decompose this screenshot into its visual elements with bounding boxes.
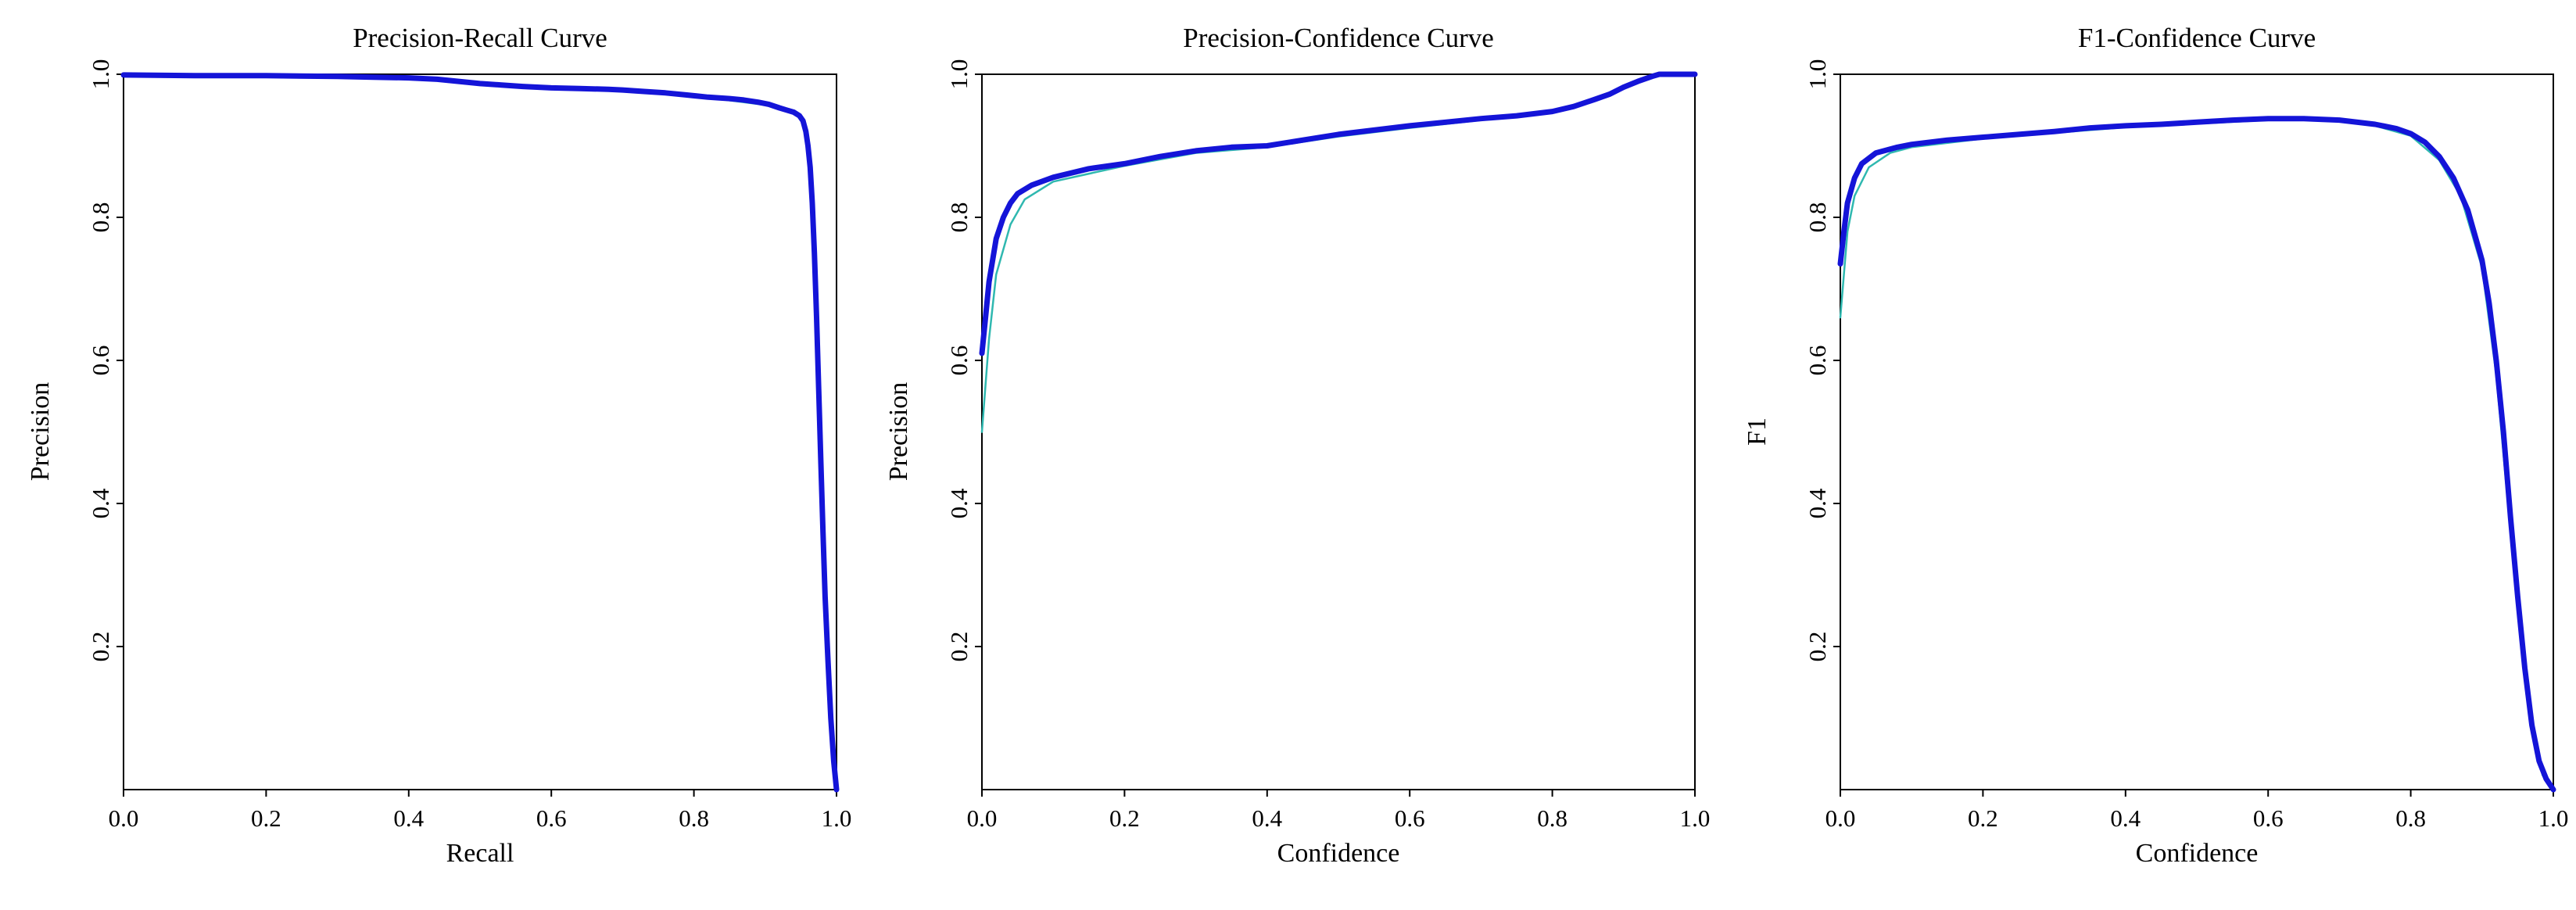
precision-confidence-plot-svg: 0.0 0.2 0.4 0.6 0.8 1.0 0.2 0.4 0.6 0.8 1.0	[945, 59, 1711, 832]
y-axis-label: Precision	[26, 382, 55, 482]
chart-title: F1-Confidence Curve	[2077, 23, 2316, 53]
chart-title: Precision-Recall Curve	[353, 23, 607, 53]
x-tick-label: 0.2	[1968, 804, 1998, 832]
x-tick-label: 0.2	[1109, 804, 1140, 832]
y-tick-label: 0.2	[1804, 632, 1831, 662]
series-line-all-classes	[120, 72, 840, 793]
x-tick-label: 0.2	[251, 804, 281, 832]
x-axis-label: Recall	[446, 839, 514, 868]
x-tick-label: 0.0	[967, 804, 998, 832]
f1-confidence-plot-svg: 0.0 0.2 0.4 0.6 0.8 1.0 0.2 0.4 0.6 0.8 1.0	[1804, 59, 2569, 832]
plot-border	[981, 73, 1696, 790]
precision-recall-plot-svg: 0.0 0.2 0.4 0.6 0.8 1.0 0.2 0.4 0.6 0.8 1.0	[87, 59, 852, 832]
x-tick-label: 0.6	[536, 804, 567, 832]
y-tick-label: 0.2	[87, 632, 114, 662]
chart-f1-confidence: 0.0 0.2 0.4 0.6 0.8 1.0 0.2 0.4 0.6 0.8 1.0 F1-Con…	[1717, 0, 2575, 910]
y-tick-label: 0.6	[945, 346, 973, 376]
y-tick-label: 0.4	[1804, 488, 1831, 518]
y-tick-label: 0.8	[1804, 202, 1831, 233]
x-tick-label: 0.0	[109, 804, 139, 832]
x-tick-label: 0.4	[1252, 804, 1282, 832]
y-tick-label: 1.0	[87, 59, 114, 90]
series-line-per-class	[122, 73, 838, 791]
x-tick-label: 1.0	[1680, 804, 1711, 832]
x-tick-label: 0.6	[1395, 804, 1425, 832]
y-tick-label: 0.8	[87, 202, 114, 233]
x-tick-label: 1.0	[2538, 804, 2569, 832]
plot-border	[123, 73, 837, 790]
y-tick-label: 1.0	[945, 59, 973, 90]
x-tick-label: 0.6	[2253, 804, 2284, 832]
chart-title: Precision-Confidence Curve	[1183, 23, 1494, 53]
x-tick-label: 0.8	[2395, 804, 2426, 832]
y-tick-label: 0.2	[945, 632, 973, 662]
x-tick-label: 0.4	[2110, 804, 2141, 832]
plot-border	[1840, 73, 2554, 790]
y-tick-label: 0.4	[87, 488, 114, 518]
x-tick-label: 0.0	[1825, 804, 1856, 832]
y-tick-label: 0.4	[945, 488, 973, 518]
chart-precision-confidence: 0.0 0.2 0.4 0.6 0.8 1.0 0.2 0.4 0.6 0.8 1.0 Precis…	[858, 0, 1717, 910]
series-line-per-class	[1839, 118, 2555, 791]
series-line-all-classes	[979, 71, 1698, 356]
x-axis-label: Confidence	[1277, 839, 1400, 868]
y-tick-label: 0.6	[87, 346, 114, 376]
y-axis-label: Precision	[884, 382, 913, 482]
y-tick-label: 0.8	[945, 202, 973, 233]
y-tick-label: 0.6	[1804, 346, 1831, 376]
series-line-all-classes	[1837, 116, 2556, 793]
series-line-per-class	[980, 73, 1696, 433]
chart-precision-recall: 0.0 0.2 0.4 0.6 0.8 1.0 0.2 0.4 0.6 0.8 1.0 Precis…	[0, 0, 858, 910]
x-tick-label: 0.8	[1537, 804, 1567, 832]
x-axis-label: Confidence	[2135, 839, 2259, 868]
x-tick-label: 0.8	[679, 804, 709, 832]
y-axis-label: F1	[1743, 417, 1772, 446]
x-tick-label: 1.0	[822, 804, 852, 832]
x-tick-label: 0.4	[393, 804, 424, 832]
y-tick-label: 1.0	[1804, 59, 1831, 90]
